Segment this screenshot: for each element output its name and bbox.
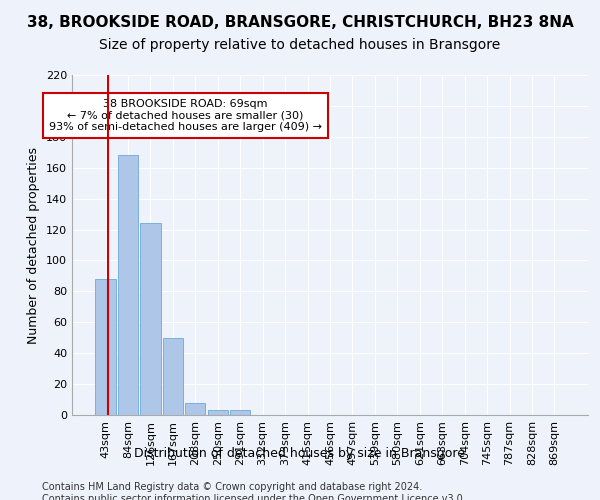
Text: Contains HM Land Registry data © Crown copyright and database right 2024.
Contai: Contains HM Land Registry data © Crown c… [42, 482, 466, 500]
Bar [118, 156, 138, 415]
Bar [208, 410, 228, 415]
Text: 38 BROOKSIDE ROAD: 69sqm
← 7% of detached houses are smaller (30)
93% of semi-de: 38 BROOKSIDE ROAD: 69sqm ← 7% of detache… [49, 99, 322, 132]
Text: Distribution of detached houses by size in Bransgore: Distribution of detached houses by size … [134, 448, 466, 460]
Y-axis label: Number of detached properties: Number of detached properties [28, 146, 40, 344]
Bar [140, 224, 161, 415]
Bar [230, 410, 250, 415]
Text: Size of property relative to detached houses in Bransgore: Size of property relative to detached ho… [100, 38, 500, 52]
Bar [185, 402, 205, 415]
Bar [95, 279, 116, 415]
Bar [163, 338, 183, 415]
Text: 38, BROOKSIDE ROAD, BRANSGORE, CHRISTCHURCH, BH23 8NA: 38, BROOKSIDE ROAD, BRANSGORE, CHRISTCHU… [26, 15, 574, 30]
